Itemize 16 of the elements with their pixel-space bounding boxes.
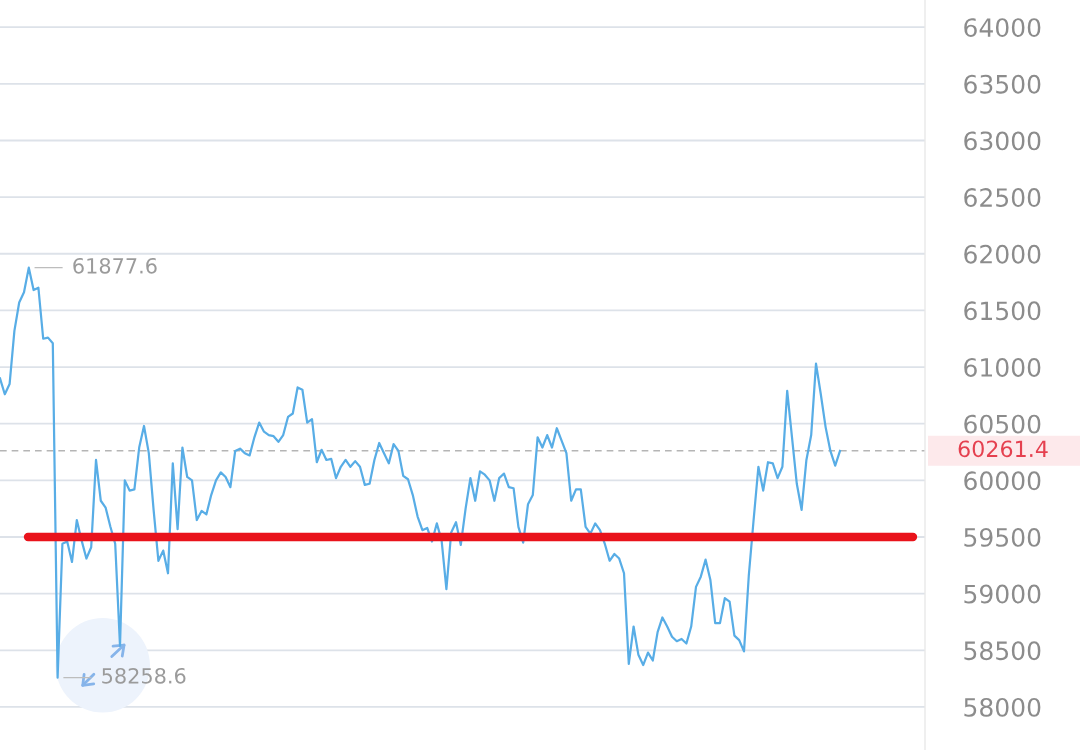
ref-line-label: 60261.4	[958, 440, 1048, 458]
y-tick-label: 58000	[964, 697, 1041, 717]
annotation: 58258.6	[102, 667, 186, 684]
y-tick-label: 59500	[964, 527, 1041, 547]
y-tick-label: 63500	[964, 74, 1041, 94]
y-tick-label: 60500	[964, 414, 1041, 434]
annotation: 61877.6	[73, 257, 157, 274]
y-tick-label: 62500	[964, 188, 1041, 207]
y-tick-label: 64000	[964, 18, 1041, 38]
y-tick-label: 61500	[964, 301, 1041, 321]
y-tick-label: 61000	[964, 358, 1041, 377]
y-tick-label: 60000	[964, 471, 1041, 491]
y-tick-label: 59000	[964, 584, 1041, 604]
y-tick-label: 63000	[964, 131, 1041, 151]
y-tick-label: 58500	[964, 641, 1041, 661]
y-tick-label: 62000	[964, 244, 1041, 264]
